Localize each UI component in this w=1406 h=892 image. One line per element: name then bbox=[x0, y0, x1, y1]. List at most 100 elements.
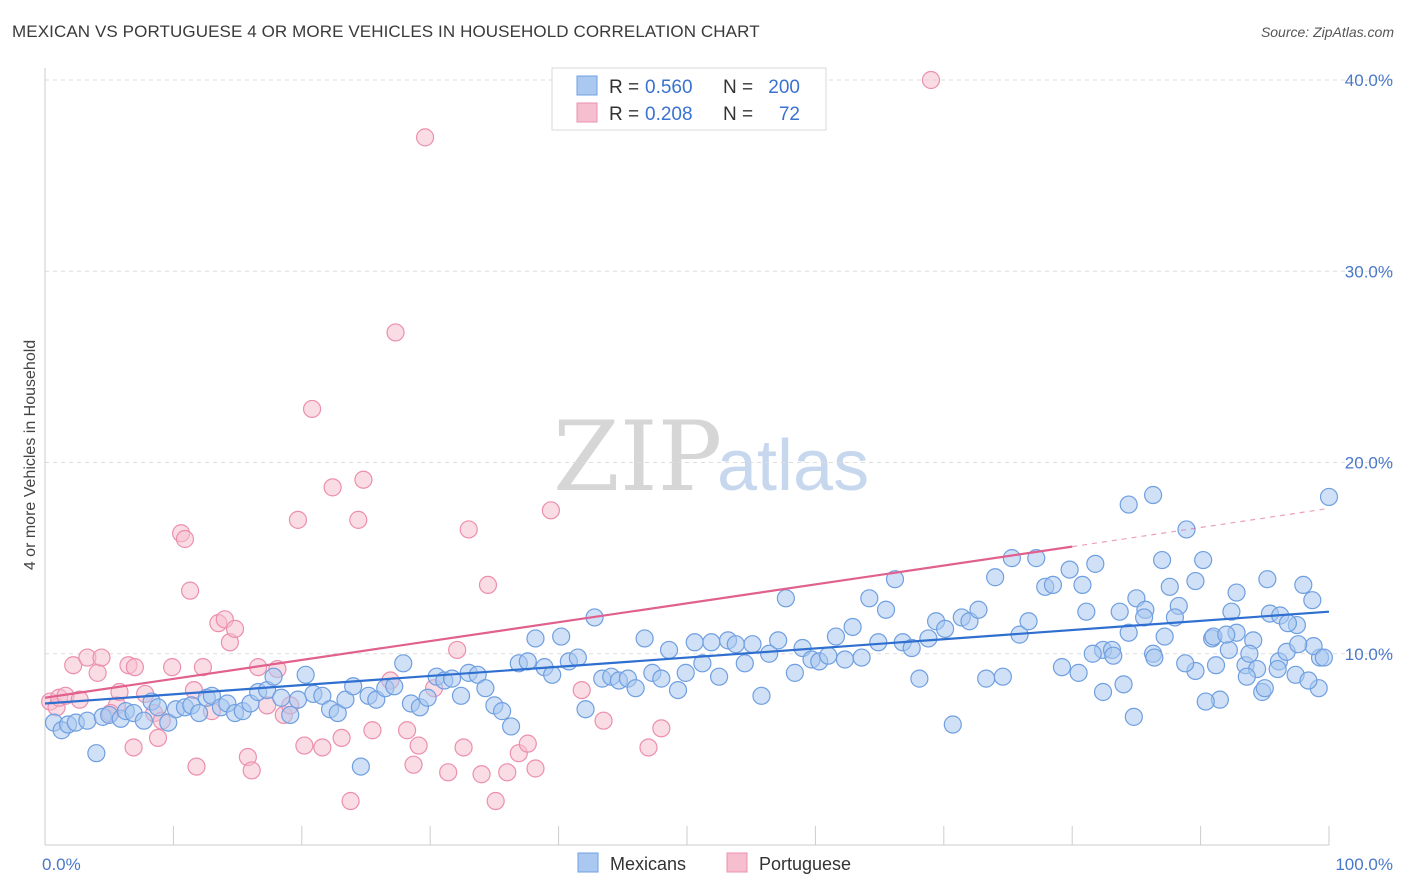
mexicans-point bbox=[1319, 487, 1339, 507]
mexicans-point bbox=[336, 690, 355, 709]
mexicans-point bbox=[493, 702, 512, 721]
mexicans-point bbox=[943, 715, 962, 734]
mexicans-point bbox=[1196, 692, 1215, 711]
mexicans-point bbox=[288, 690, 308, 709]
mexicans-point bbox=[1143, 485, 1163, 505]
legend-n-label-1: N = bbox=[723, 77, 753, 98]
mexicans-point bbox=[281, 705, 300, 725]
legend-box bbox=[551, 67, 827, 131]
portuguese-point bbox=[439, 763, 458, 782]
portuguese-point bbox=[454, 738, 473, 757]
mexicans-point bbox=[1240, 644, 1259, 663]
mexicans-point bbox=[394, 654, 413, 673]
mexicans-point bbox=[902, 638, 921, 658]
mexicans-point bbox=[468, 665, 487, 684]
mexicans-point bbox=[1177, 520, 1196, 539]
mexicans-point bbox=[819, 646, 838, 665]
mexicans-point bbox=[876, 600, 896, 619]
mexicans-point bbox=[1104, 646, 1123, 665]
mexicans-point bbox=[501, 717, 521, 736]
portuguese-point bbox=[397, 721, 417, 740]
mexicans-point bbox=[189, 703, 209, 723]
legend-swatch-mexicans bbox=[576, 75, 598, 96]
mexicans-point bbox=[148, 698, 168, 717]
mexicans-point bbox=[1219, 640, 1238, 660]
y-axis-label: 4 or more Vehicles in Household bbox=[22, 340, 39, 570]
mexicans-point bbox=[87, 744, 106, 763]
mexicans-point bbox=[1019, 612, 1038, 631]
mexicans-point bbox=[1069, 663, 1088, 682]
mexicans-point bbox=[296, 665, 315, 684]
trendlines bbox=[44, 507, 1330, 705]
mexicans-point bbox=[993, 667, 1012, 686]
mexicans-point bbox=[885, 570, 905, 589]
mexicans-point bbox=[702, 633, 721, 652]
mexicans-point bbox=[1222, 602, 1241, 621]
legend-r-value-2: 0.208 bbox=[645, 104, 693, 125]
mexicans-point bbox=[1278, 614, 1298, 633]
mexicans-point bbox=[769, 631, 788, 650]
bottom-legend: Mexicans Portuguese bbox=[577, 852, 851, 874]
watermark-atlas: atlas bbox=[717, 426, 869, 506]
mexicans-point bbox=[1152, 550, 1172, 570]
mexicans-point bbox=[726, 635, 745, 654]
watermark-zip: ZIP bbox=[553, 401, 722, 513]
chart-title: MEXICAN VS PORTUGUESE 4 OR MORE VEHICLES… bbox=[12, 22, 760, 41]
mexicans-point bbox=[1002, 549, 1021, 568]
mexicans-point bbox=[1060, 560, 1079, 579]
mexicans-point bbox=[1299, 671, 1318, 690]
portuguese-point bbox=[349, 510, 368, 529]
mexicans-point bbox=[1176, 654, 1195, 673]
mexicans-point bbox=[1114, 675, 1133, 694]
mexicans-point bbox=[1303, 591, 1322, 610]
mexicans-point bbox=[1043, 575, 1063, 595]
portuguese-point bbox=[242, 761, 261, 780]
mexicans-point bbox=[518, 652, 537, 671]
mexicans-point bbox=[1083, 644, 1102, 663]
portuguese-point bbox=[415, 128, 435, 147]
mexicans-point bbox=[1135, 608, 1154, 627]
mexicans-point bbox=[785, 663, 804, 682]
mexicans-point bbox=[776, 589, 795, 608]
portuguese-point bbox=[498, 763, 517, 782]
mexicans-point bbox=[272, 688, 291, 707]
portuguese-point bbox=[363, 721, 382, 740]
mexicans-point bbox=[526, 629, 545, 648]
mexicans-point bbox=[1145, 648, 1164, 667]
grid-lines bbox=[45, 79, 1395, 655]
mexicans-point bbox=[869, 633, 888, 652]
portuguese-point bbox=[404, 755, 423, 774]
y-tick-label: 10.0% bbox=[1345, 645, 1393, 664]
portuguese-trendline-extension bbox=[1072, 507, 1330, 548]
mexicans-point bbox=[919, 629, 938, 648]
mexicans-point bbox=[1194, 550, 1213, 570]
mexicans-point bbox=[986, 568, 1005, 587]
mexicans-point bbox=[709, 667, 729, 686]
portuguese-point bbox=[472, 765, 491, 784]
mexicans-point bbox=[826, 627, 846, 646]
mexicans-point bbox=[1314, 648, 1333, 667]
mexicans-point bbox=[1110, 602, 1129, 621]
mexicans-point bbox=[652, 669, 671, 688]
mexicans-point bbox=[743, 635, 762, 654]
portuguese-point bbox=[193, 658, 213, 677]
mexicans-point bbox=[134, 711, 153, 730]
tick-labels: 10.0% 20.0% 30.0% 40.0% 0.0% 100.0% bbox=[42, 71, 1393, 874]
y-tick-label: 40.0% bbox=[1345, 71, 1393, 90]
portuguese-point bbox=[295, 736, 314, 755]
mexicans-point bbox=[676, 663, 695, 682]
portuguese-point bbox=[125, 658, 144, 677]
mexicans-point bbox=[843, 617, 862, 637]
mexicans-point bbox=[418, 688, 437, 707]
portuguese-point bbox=[180, 581, 200, 600]
mexicans-point bbox=[451, 686, 471, 705]
x-tick-label: 100.0% bbox=[1335, 855, 1393, 874]
legend: R = 0.560 N = 200 R = 0.208 N = 72 bbox=[551, 67, 827, 131]
mexicans-point bbox=[264, 667, 283, 686]
mexicans-point bbox=[543, 665, 562, 684]
mexicans-point bbox=[1206, 656, 1226, 675]
mexicans-point bbox=[1255, 679, 1274, 698]
mexicans-point bbox=[935, 619, 955, 638]
portuguese-point bbox=[332, 728, 351, 748]
